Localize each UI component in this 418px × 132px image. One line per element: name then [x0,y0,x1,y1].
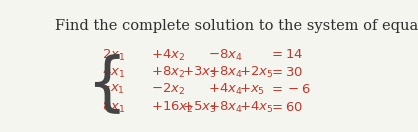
Text: $= 14$: $= 14$ [269,48,303,62]
Text: $= 60$: $= 60$ [269,101,303,114]
Text: $\{$: $\{$ [86,53,121,116]
Text: $8x_1$: $8x_1$ [102,100,125,115]
Text: $+4x_4$: $+4x_4$ [208,82,242,98]
Text: $+3x_3$: $+3x_3$ [182,65,217,80]
Text: $-8x_4$: $-8x_4$ [208,47,242,63]
Text: $= 30$: $= 30$ [269,66,303,79]
Text: $+4x_2$: $+4x_2$ [151,47,185,63]
Text: $+5x_3$: $+5x_3$ [182,100,217,115]
Text: $= -6$: $= -6$ [269,83,311,96]
Text: $+16x_2$: $+16x_2$ [151,100,194,115]
Text: $4x_1$: $4x_1$ [102,65,125,80]
Text: $+4x_5$: $+4x_5$ [240,100,274,115]
Text: $2x_1$: $2x_1$ [102,47,125,63]
Text: $-x_1$: $-x_1$ [99,83,125,96]
Text: $+2x_5$: $+2x_5$ [240,65,274,80]
Text: $-2x_2$: $-2x_2$ [151,82,185,98]
Text: Find the complete solution to the system of equations:: Find the complete solution to the system… [56,19,418,33]
Text: $+8x_4$: $+8x_4$ [208,100,242,115]
Text: $+8x_2$: $+8x_2$ [151,65,185,80]
Text: $+x_5$: $+x_5$ [240,83,265,97]
Text: $+8x_4$: $+8x_4$ [208,65,242,80]
